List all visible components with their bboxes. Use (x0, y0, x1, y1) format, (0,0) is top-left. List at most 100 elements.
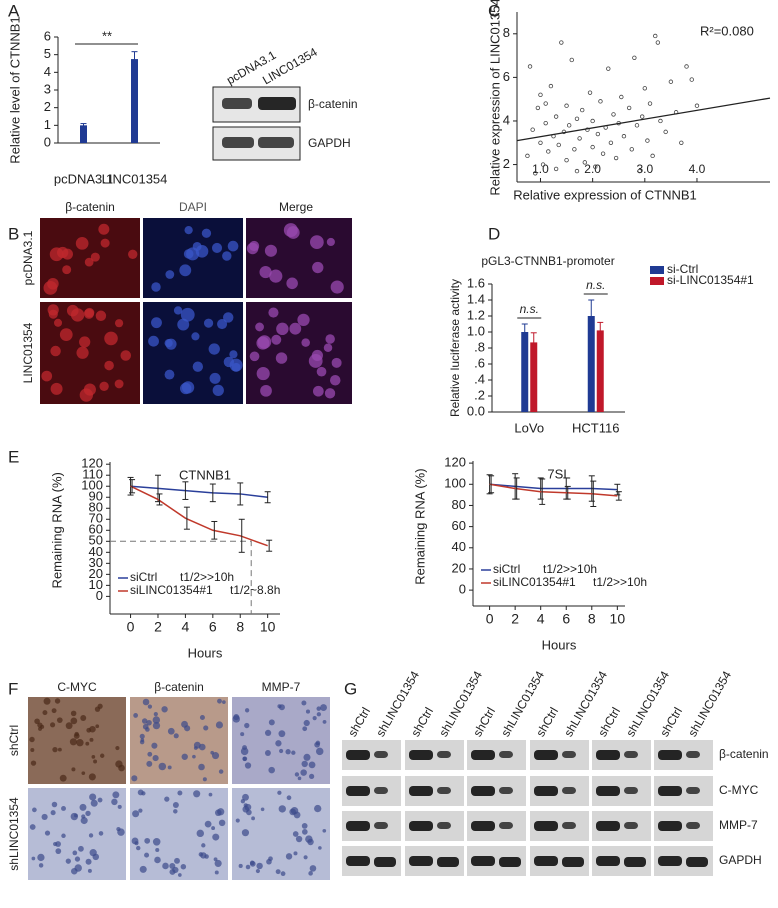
nucleus (218, 819, 226, 827)
y-tick-label: .8 (474, 339, 485, 354)
point (564, 158, 569, 163)
nucleus (202, 777, 207, 782)
nucleus (76, 739, 84, 747)
row-label: pcDNA3.1 (21, 230, 35, 285)
nucleus (144, 837, 151, 844)
y-tick-label: 20 (452, 560, 466, 575)
y-tick-label: 110 (82, 467, 103, 482)
nucleus (81, 771, 86, 776)
x-axis-label: Relative expression of CTNNB1 (513, 187, 697, 202)
cell (128, 249, 138, 260)
point (566, 123, 572, 128)
legend-note: t1/2>>10h (543, 562, 597, 576)
cell (183, 249, 194, 259)
nucleus (303, 753, 311, 761)
nucleus (198, 852, 204, 857)
point (653, 33, 658, 39)
point (569, 57, 574, 63)
nucleus (268, 766, 275, 774)
nucleus (152, 721, 161, 730)
point (527, 64, 533, 69)
nucleus (70, 717, 78, 725)
band (374, 751, 388, 758)
y-axis-label: Remaining RNA (%) (412, 468, 427, 584)
band (596, 856, 620, 866)
nucleus (235, 818, 240, 823)
y-tick-label: 0 (96, 588, 103, 603)
legend-note: t1/2>>10h (180, 570, 234, 584)
band (499, 822, 513, 829)
point (619, 94, 624, 100)
cell (83, 308, 95, 319)
nucleus (196, 829, 204, 838)
point (645, 138, 650, 143)
nucleus (177, 790, 183, 796)
nucleus (140, 738, 145, 742)
y-tick-label: 1.6 (467, 275, 485, 290)
y-tick-label: 0.0 (467, 403, 485, 418)
panel-letter: A (8, 1, 20, 20)
nucleus (80, 715, 87, 721)
x-tick-label: HCT116 (572, 420, 619, 435)
band (686, 751, 700, 758)
cell (76, 346, 89, 359)
nucleus (54, 698, 61, 704)
nucleus (152, 716, 161, 724)
x-tick-label: LoVo (514, 420, 544, 435)
y-tick-label: 1.0 (467, 323, 485, 338)
band (471, 856, 495, 866)
row-label: MMP-7 (719, 818, 758, 832)
nucleus (275, 740, 282, 747)
nucleus (212, 752, 220, 760)
nucleus (167, 765, 172, 770)
y-axis-label: Relative expression of LINC01354 (487, 0, 502, 196)
nucleus (301, 700, 307, 706)
nucleus (81, 814, 86, 819)
nucleus (181, 753, 188, 760)
point (668, 79, 674, 84)
row-label: β-catenin (308, 97, 358, 111)
y-tick-label: 50 (89, 533, 103, 548)
cell (151, 317, 162, 329)
point (590, 144, 595, 150)
nucleus (50, 810, 56, 816)
y-tick-label: 40 (89, 544, 103, 559)
y-tick-label: 80 (452, 497, 466, 512)
nucleus (70, 710, 77, 717)
nucleus (89, 849, 97, 857)
point (538, 92, 543, 98)
nucleus (303, 855, 308, 860)
nucleus (53, 841, 58, 847)
y-tick-label: .2 (474, 387, 485, 402)
x-tick-label: 2 (511, 611, 519, 627)
point (634, 123, 640, 128)
cell (98, 223, 110, 235)
line (489, 483, 618, 497)
nucleus (88, 833, 94, 838)
cell (222, 251, 232, 261)
band (258, 137, 294, 148)
nucleus (244, 762, 252, 769)
y-tick-label: 100 (444, 476, 466, 491)
band (346, 786, 370, 796)
band (534, 750, 558, 760)
x-tick-label: 0 (127, 619, 135, 635)
nucleus (320, 704, 327, 712)
lane-label: shCtrl (657, 705, 685, 739)
band (686, 787, 700, 794)
x-axis-label: Hours (542, 637, 577, 652)
bar (80, 125, 87, 143)
point (580, 107, 585, 113)
nucleus (131, 775, 138, 782)
nucleus (115, 760, 123, 768)
cell (180, 307, 195, 322)
point (608, 140, 614, 145)
y-tick-label: 10 (89, 577, 103, 592)
row-label: shLINC01354 (7, 797, 21, 871)
point (543, 101, 548, 106)
cell (269, 269, 283, 283)
cell (229, 350, 238, 359)
nucleus (300, 769, 307, 776)
cell (99, 381, 109, 391)
cell (326, 237, 335, 247)
